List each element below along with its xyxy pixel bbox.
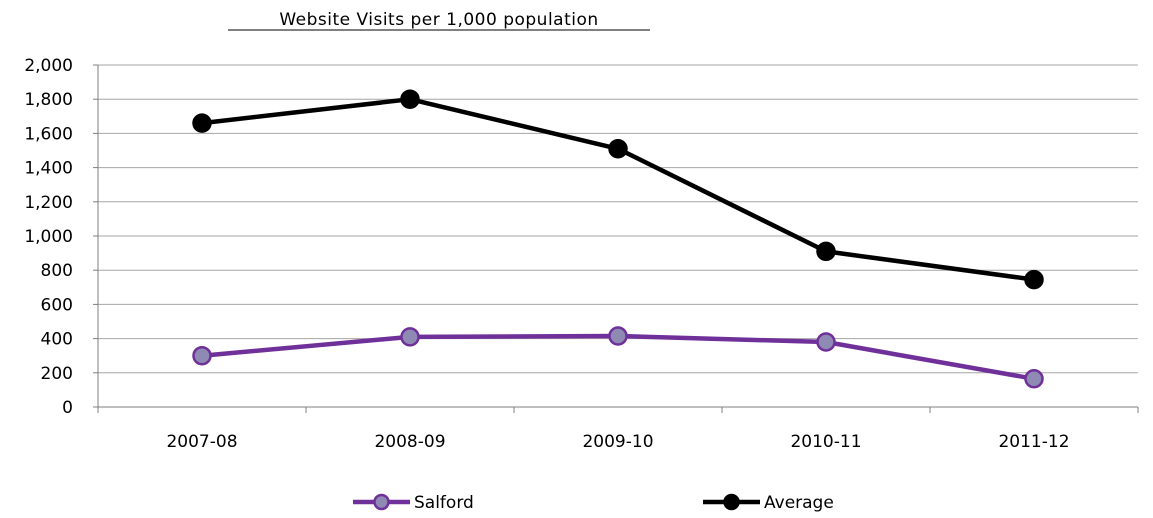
series-average	[192, 89, 1044, 290]
y-tick-label: 1,400	[24, 159, 73, 179]
data-point-salford-2009-10	[608, 326, 628, 346]
legend: Salford Average	[353, 493, 834, 513]
chart-title: Website Visits per 1,000 population	[279, 10, 598, 30]
y-tick-label: 1,200	[24, 193, 73, 213]
legend-swatch-marker	[723, 493, 740, 511]
series-line-average	[201, 96, 1035, 282]
x-tick-label: 2007-08	[166, 432, 237, 452]
legend-label: Average	[764, 493, 834, 513]
legend-swatch-marker	[373, 493, 390, 511]
chart-title-group: Website Visits per 1,000 population	[228, 10, 650, 31]
axes	[93, 64, 1139, 413]
y-tick-label: 800	[41, 261, 73, 281]
y-tick-label: 400	[41, 330, 73, 350]
data-point-salford-2008-09	[400, 327, 420, 347]
y-tick-label: 1,800	[24, 90, 73, 110]
data-point-average-2011-12	[1024, 269, 1044, 290]
y-tick-label: 2,000	[24, 56, 73, 76]
grid-lines	[98, 64, 1138, 374]
y-tick-label: 200	[41, 364, 73, 384]
data-point-salford-2011-12	[1024, 369, 1044, 389]
data-point-salford-2010-11	[816, 332, 836, 352]
legend-item-salford: Salford	[353, 493, 474, 513]
x-axis-tick-labels: 2007-08 2008-09 2009-10 2010-11 2011-12	[166, 432, 1069, 452]
y-tick-label: 0	[62, 398, 73, 418]
x-tick-label: 2011-12	[998, 432, 1069, 452]
data-point-average-2009-10	[608, 139, 628, 159]
x-tick-label: 2009-10	[582, 432, 653, 452]
data-point-average-2008-09	[400, 89, 420, 109]
data-point-average-2010-11	[816, 241, 836, 262]
y-tick-label: 1,000	[24, 227, 73, 247]
x-tick-label: 2008-09	[374, 432, 445, 452]
y-axis-tick-labels: 0 200 400 600 800 1,000 1,200 1,400 1,600 1,800 2,…	[24, 56, 73, 418]
legend-label: Salford	[414, 493, 474, 513]
data-point-salford-2007-08	[192, 345, 212, 366]
y-tick-label: 600	[41, 295, 73, 315]
series-salford	[192, 326, 1044, 389]
data-point-average-2007-08	[192, 113, 212, 133]
y-tick-label: 1,600	[24, 124, 73, 144]
legend-item-average: Average	[703, 493, 834, 513]
x-tick-label: 2010-11	[790, 432, 861, 452]
series-lines	[192, 89, 1044, 389]
